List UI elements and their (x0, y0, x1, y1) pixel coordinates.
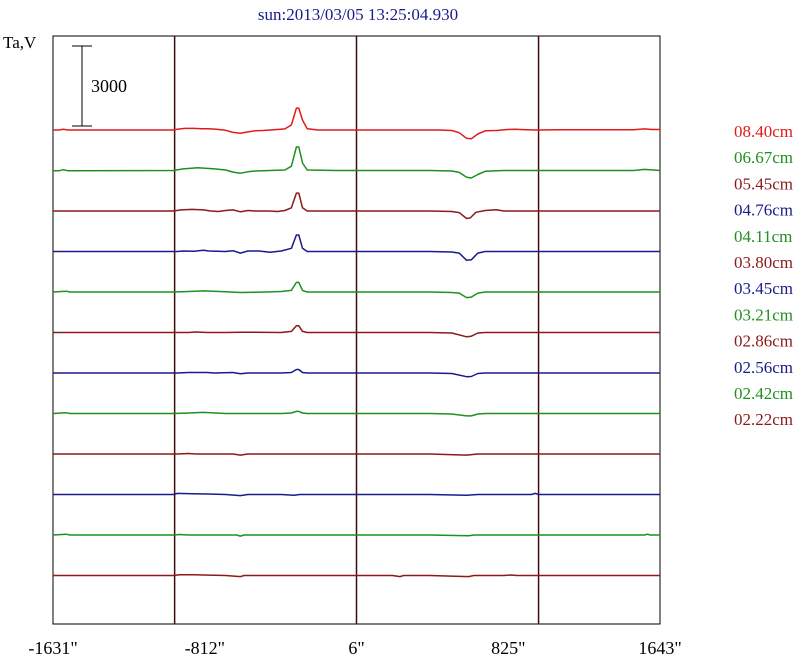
series-line-04.11cm (52, 281, 660, 299)
y-axis-label: Ta,V (3, 33, 37, 52)
x-tick-label: 6" (348, 638, 364, 658)
legend: 08.40cm 06.67cm 05.45cm 04.76cm 04.11cm 03.80… (734, 122, 793, 429)
legend-item-03.80cm: 03.80cm (734, 253, 793, 272)
legend-item-03.21cm: 03.21cm (734, 305, 793, 324)
legend-item-02.22cm: 02.22cm (734, 410, 793, 429)
legend-item-04.76cm: 04.76cm (734, 201, 793, 220)
legend-item-03.45cm: 03.45cm (734, 279, 793, 298)
series-line-03.21cm (52, 410, 660, 417)
legend-item-06.67cm: 06.67cm (734, 148, 793, 167)
scale-bar: 3000 (72, 45, 127, 127)
series-line-05.45cm (53, 192, 660, 220)
series-line-02.56cm (53, 492, 660, 497)
series-line-03.45cm (53, 368, 660, 378)
legend-item-05.45cm: 05.45cm (734, 174, 793, 193)
chart-title: sun:2013/03/05 13:25:04.930 (258, 5, 458, 24)
x-axis-ticks: -1631" -812" 6" 825" 1643" (28, 638, 681, 658)
vertical-markers (173, 36, 540, 624)
series-line-08.40cm (53, 107, 660, 140)
x-tick-label: 825" (491, 638, 525, 658)
series-line-02.42cm (52, 533, 660, 537)
legend-item-08.40cm: 08.40cm (734, 122, 793, 141)
series-line-02.86cm (53, 452, 660, 456)
x-tick-label: 1643" (638, 638, 681, 658)
series-line-03.80cm (53, 325, 660, 338)
series-line-06.67cm (53, 146, 661, 179)
legend-item-02.42cm: 02.42cm (734, 384, 793, 403)
series-line-04.76cm (53, 234, 660, 262)
scale-bar-label: 3000 (91, 76, 127, 96)
x-tick-label: -1631" (28, 638, 77, 658)
legend-item-02.56cm: 02.56cm (734, 358, 793, 377)
series-layer (52, 107, 661, 578)
legend-item-04.11cm: 04.11cm (734, 227, 792, 246)
x-tick-label: -812" (185, 638, 225, 658)
series-line-02.22cm (53, 573, 660, 578)
legend-item-02.86cm: 02.86cm (734, 332, 793, 351)
